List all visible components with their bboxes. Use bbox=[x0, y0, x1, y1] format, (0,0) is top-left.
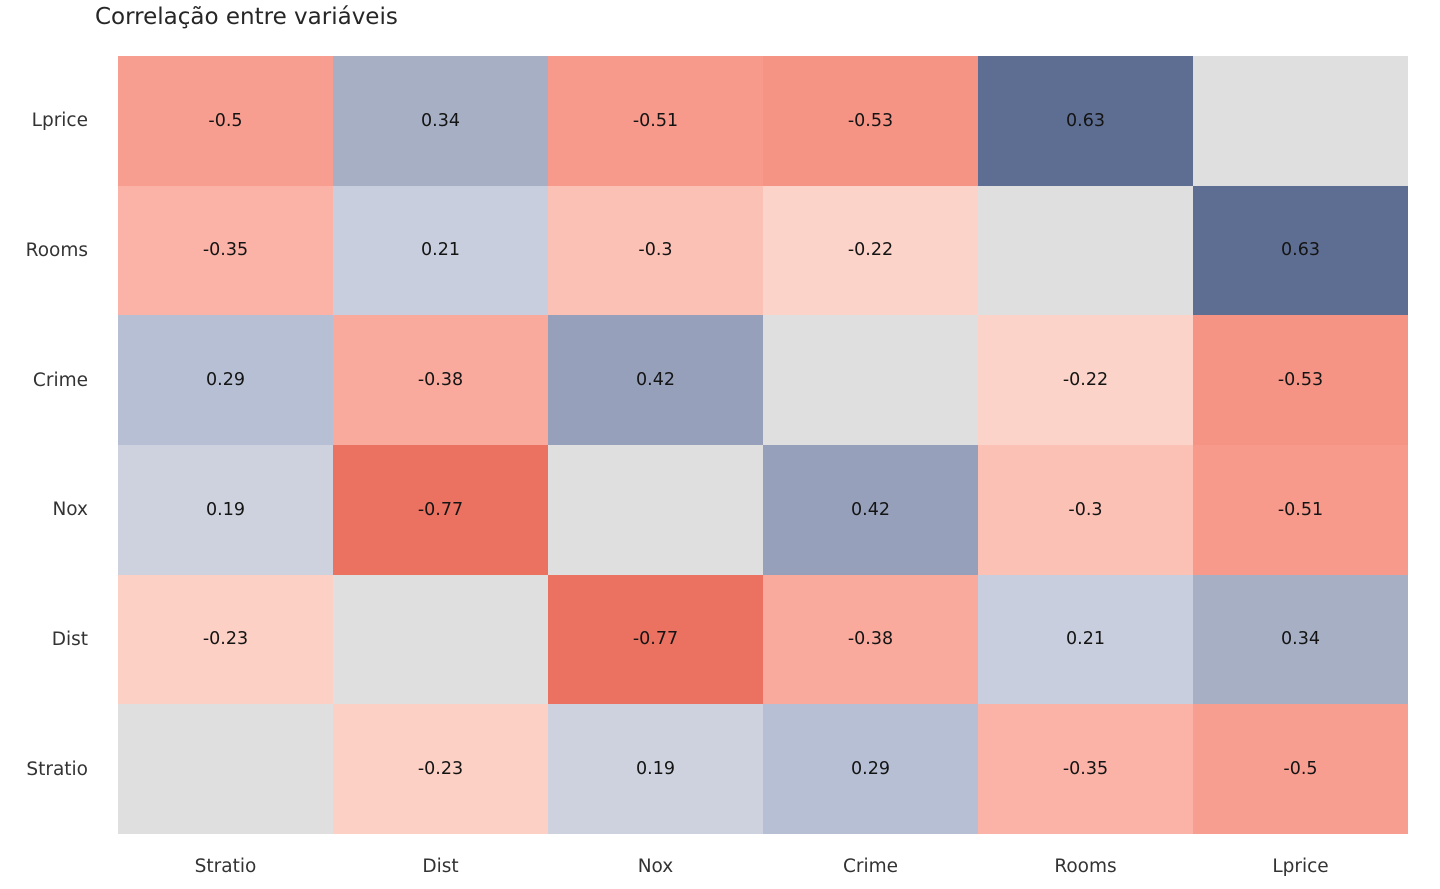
cell-value: -0.23 bbox=[202, 629, 249, 650]
heatmap-cell: 0.42 bbox=[763, 445, 978, 575]
x-axis-label: Stratio bbox=[194, 855, 257, 877]
y-axis-label: Rooms bbox=[25, 239, 88, 261]
cell-value: -0.38 bbox=[847, 629, 894, 650]
heatmap-cell: -0.35 bbox=[978, 704, 1193, 834]
y-axis-label: Dist bbox=[51, 628, 88, 650]
heatmap-cell bbox=[763, 315, 978, 445]
heatmap-cell: -0.5 bbox=[118, 56, 333, 186]
heatmap-cell: -0.23 bbox=[118, 574, 333, 705]
cell-value: 0.42 bbox=[851, 499, 890, 520]
heatmap-cell: -0.22 bbox=[763, 185, 978, 316]
heatmap-cell: -0.35 bbox=[118, 185, 333, 316]
heatmap-cell bbox=[333, 574, 548, 705]
x-axis-label: Crime bbox=[842, 855, 899, 877]
cell-value: -0.35 bbox=[1062, 759, 1109, 780]
heatmap-cell: 0.19 bbox=[548, 704, 763, 834]
heatmap-cell: 0.21 bbox=[333, 185, 548, 316]
y-axis-label: Nox bbox=[52, 499, 88, 521]
cell-value: -0.3 bbox=[638, 240, 673, 261]
x-axis-label: Nox bbox=[637, 855, 674, 877]
heatmap-cell bbox=[978, 185, 1193, 316]
y-axis-labels: Lprice Rooms Crime Nox Dist Stratio bbox=[0, 56, 88, 834]
cell-value: -0.53 bbox=[1277, 370, 1324, 391]
cell-value: 0.29 bbox=[206, 370, 245, 391]
heatmap-cell: -0.23 bbox=[333, 704, 548, 834]
y-axis-label: Lprice bbox=[31, 110, 88, 132]
heatmap-cell: -0.77 bbox=[333, 445, 548, 575]
cell-value: -0.38 bbox=[417, 370, 464, 391]
cell-value: -0.35 bbox=[202, 240, 249, 261]
cell-value: 0.21 bbox=[421, 240, 460, 261]
heatmap-cell: 0.21 bbox=[978, 574, 1193, 705]
heatmap-cell: -0.38 bbox=[763, 574, 978, 705]
heatmap-cell: 0.42 bbox=[548, 315, 763, 445]
y-axis-label: Crime bbox=[32, 369, 88, 391]
x-axis-label: Lprice bbox=[1272, 855, 1329, 877]
heatmap-cell: -0.53 bbox=[763, 56, 978, 186]
heatmap-cell: 0.63 bbox=[978, 56, 1193, 186]
cell-value: -0.5 bbox=[208, 110, 243, 131]
heatmap-grid: -0.5 0.34 -0.51 -0.53 0.63 -0.35 0.21 -0.3 -0.22… bbox=[118, 56, 1408, 834]
cell-value: -0.53 bbox=[847, 110, 894, 131]
cell-value: 0.34 bbox=[421, 110, 460, 131]
cell-value: -0.77 bbox=[632, 629, 679, 650]
chart-title: Correlação entre variáveis bbox=[95, 4, 398, 30]
cell-value: -0.5 bbox=[1283, 759, 1318, 780]
cell-value: -0.22 bbox=[847, 240, 894, 261]
cell-value: 0.19 bbox=[636, 759, 675, 780]
heatmap-cell: -0.53 bbox=[1193, 315, 1408, 445]
heatmap-cell: -0.38 bbox=[333, 315, 548, 445]
heatmap-cell: 0.29 bbox=[118, 315, 333, 445]
cell-value: -0.51 bbox=[632, 110, 679, 131]
heatmap-cell: 0.29 bbox=[763, 704, 978, 834]
cell-value: 0.63 bbox=[1066, 110, 1105, 131]
cell-value: 0.29 bbox=[851, 759, 890, 780]
heatmap-cell: 0.34 bbox=[1193, 574, 1408, 705]
cell-value: 0.34 bbox=[1281, 629, 1320, 650]
cell-value: 0.19 bbox=[206, 499, 245, 520]
heatmap-cell: 0.63 bbox=[1193, 185, 1408, 316]
heatmap-cell bbox=[118, 704, 333, 834]
heatmap-cell: -0.51 bbox=[1193, 445, 1408, 575]
heatmap-cell: -0.22 bbox=[978, 315, 1193, 445]
cell-value: 0.21 bbox=[1066, 629, 1105, 650]
heatmap-cell: -0.77 bbox=[548, 574, 763, 705]
x-axis-label: Rooms bbox=[1054, 855, 1117, 877]
y-axis-label: Stratio bbox=[26, 758, 88, 780]
heatmap-cell bbox=[548, 445, 763, 575]
cell-value: 0.42 bbox=[636, 370, 675, 391]
heatmap-cell: 0.34 bbox=[333, 56, 548, 186]
heatmap-cell: -0.51 bbox=[548, 56, 763, 186]
cell-value: -0.77 bbox=[417, 499, 464, 520]
cell-value: -0.3 bbox=[1068, 499, 1103, 520]
cell-value: -0.51 bbox=[1277, 499, 1324, 520]
heatmap-cell: 0.19 bbox=[118, 445, 333, 575]
cell-value: 0.63 bbox=[1281, 240, 1320, 261]
heatmap-cell: -0.3 bbox=[548, 185, 763, 316]
heatmap-cell: -0.3 bbox=[978, 445, 1193, 575]
x-axis-label: Dist bbox=[422, 855, 459, 877]
cell-value: -0.22 bbox=[1062, 370, 1109, 391]
x-axis-labels: Stratio Dist Nox Crime Rooms Lprice bbox=[118, 846, 1408, 886]
heatmap-cell bbox=[1193, 56, 1408, 186]
heatmap-cell: -0.5 bbox=[1193, 704, 1408, 834]
cell-value: -0.23 bbox=[417, 759, 464, 780]
